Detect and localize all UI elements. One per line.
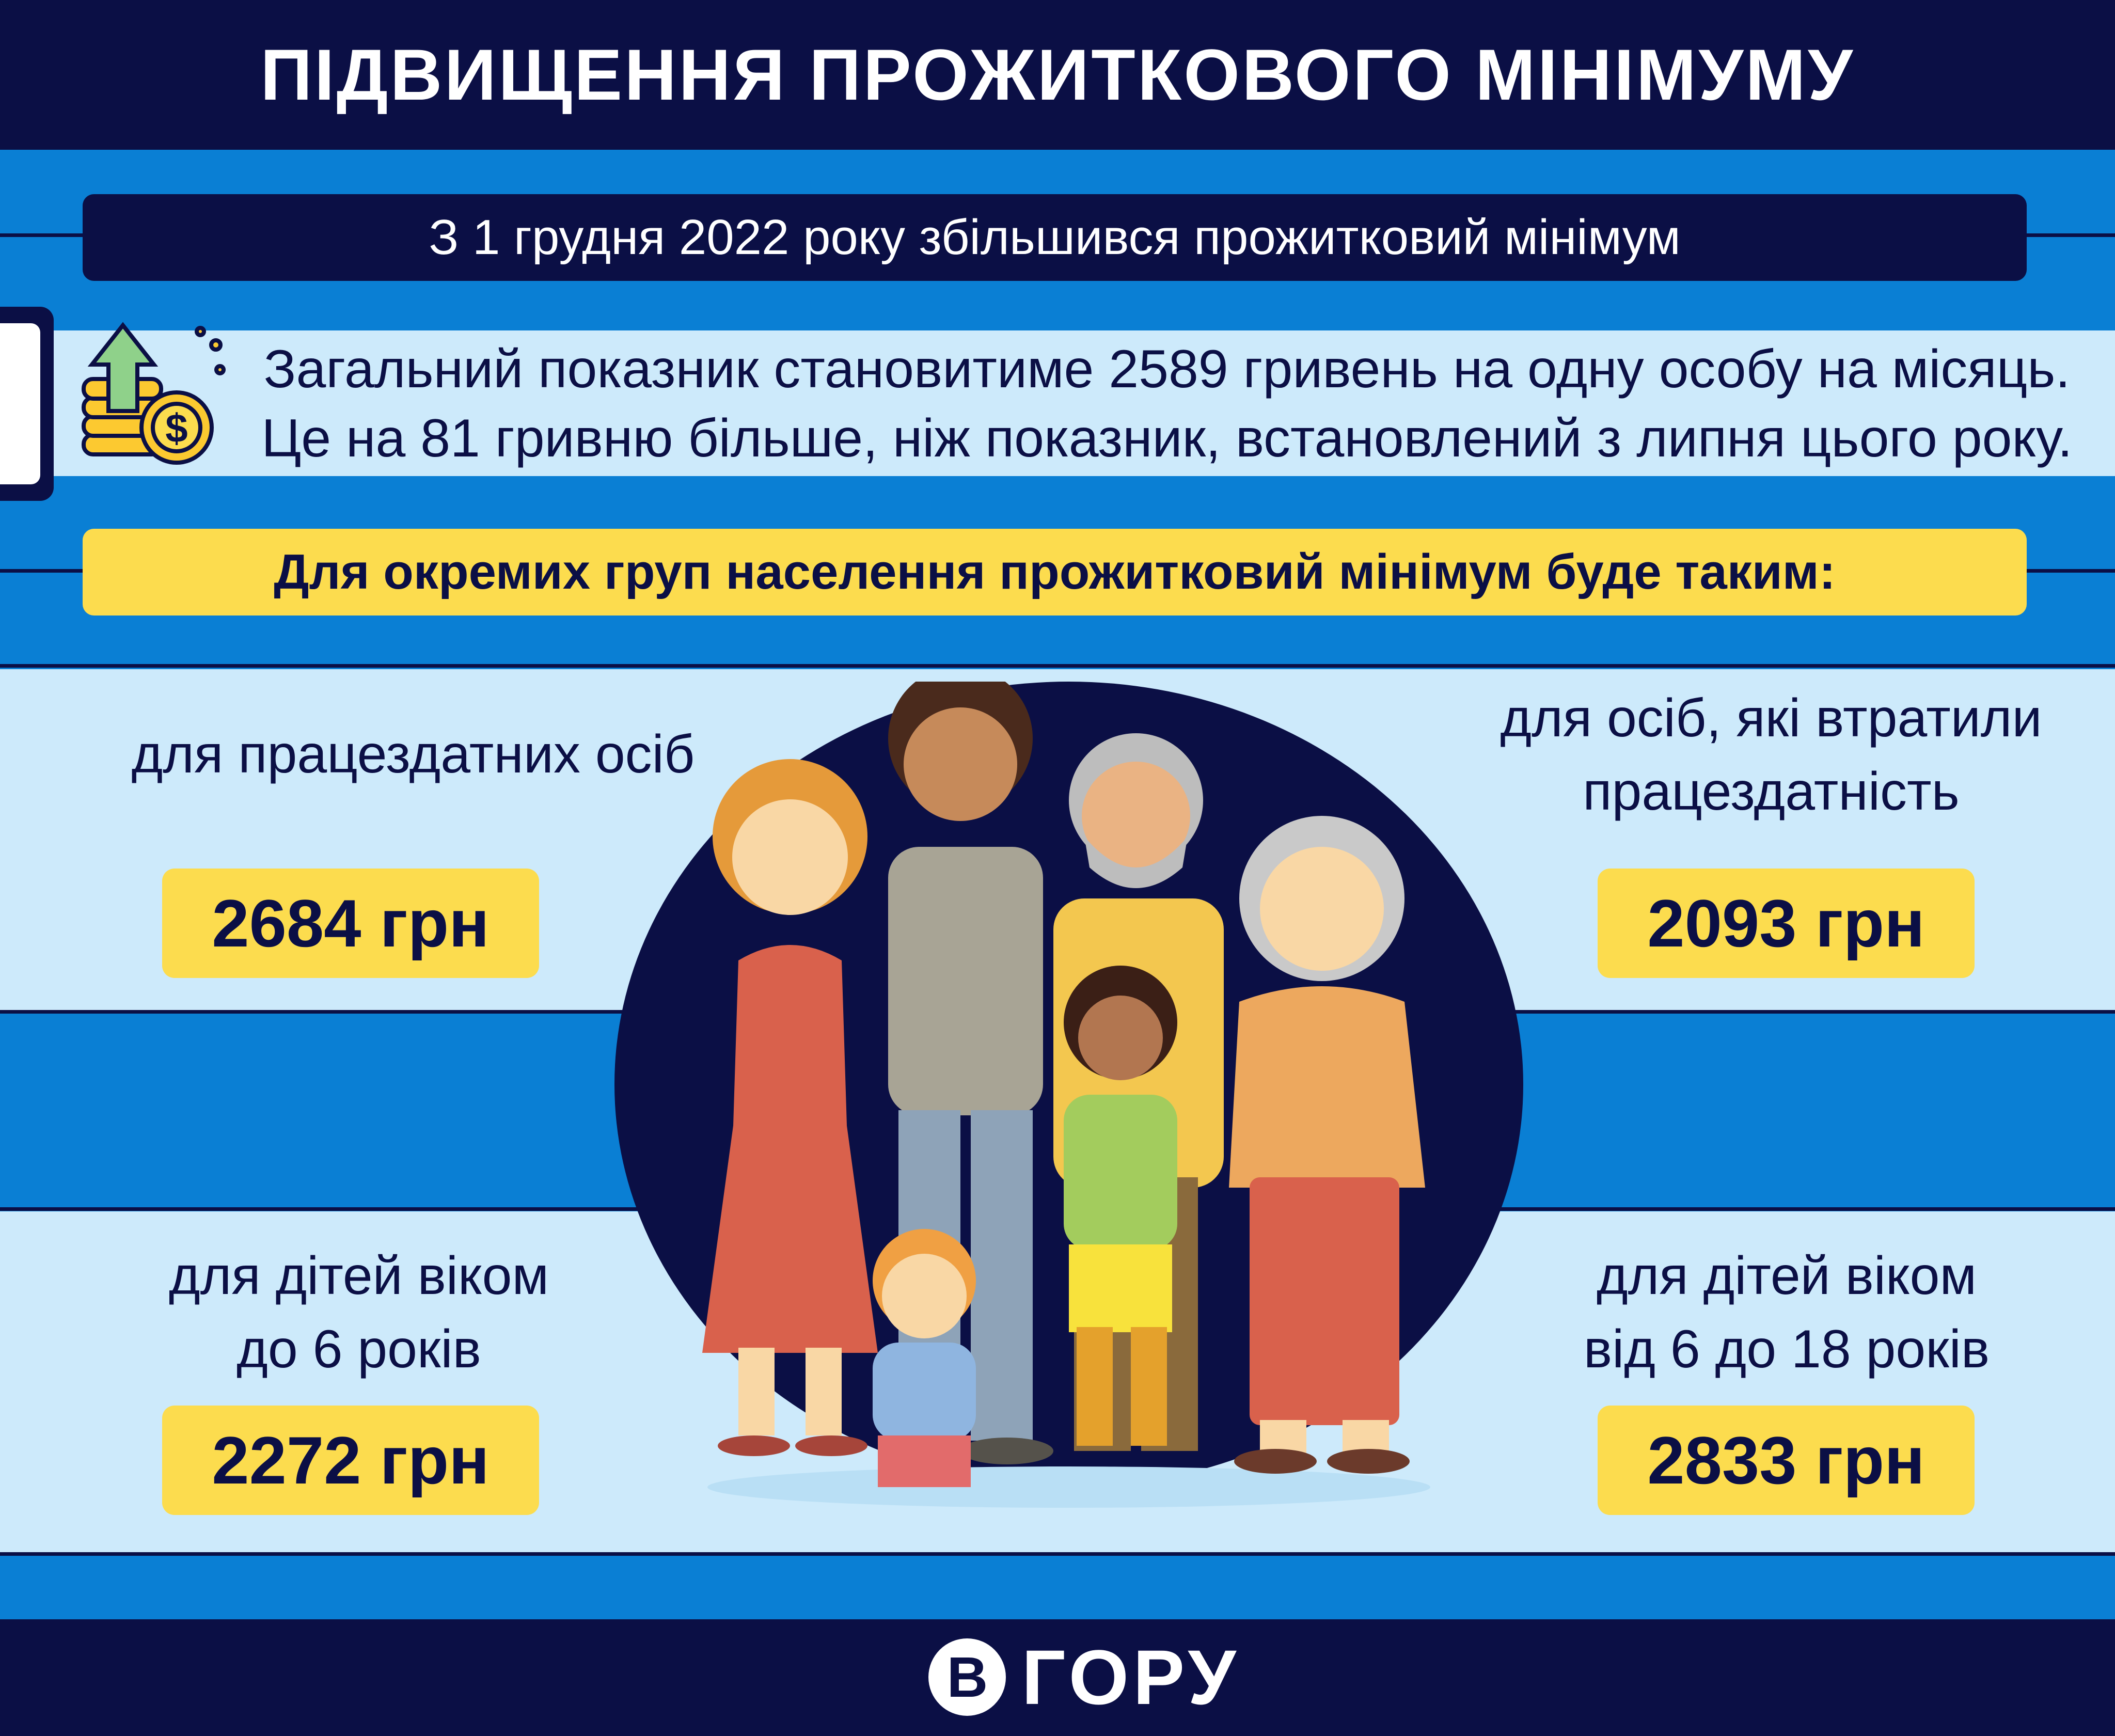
info-line-1: Загальний показник становитиме 2589 грив…: [263, 339, 2071, 399]
group-label-under6: для дітей віком до 6 років: [62, 1239, 656, 1386]
value-able: 2684 грн: [162, 869, 539, 978]
family-illustration: [614, 682, 1523, 1508]
group-label-under6-line1: для дітей віком: [168, 1246, 549, 1306]
info-line-2: Це на 81 гривню більше, ніж показник, вс…: [261, 408, 2073, 468]
group-label-teen-line2: від 6 до 18 років: [1583, 1319, 1990, 1379]
page-title: ПІДВИЩЕННЯ ПРОЖИТКОВОГО МІНІМУМУ: [0, 0, 2115, 150]
groups-banner: Для окремих груп населення прожитковий м…: [83, 529, 2027, 616]
grandma-figure: [1229, 816, 1425, 1474]
vgoru-logo: В ГОРУ: [888, 1634, 1281, 1721]
svg-text:$: $: [165, 405, 187, 451]
boy-figure: [873, 1229, 976, 1487]
footer: [0, 1619, 2115, 1736]
value-teen: 2833 грн: [1598, 1406, 1975, 1515]
logo-word: ГОРУ: [1021, 1633, 1240, 1721]
divider-line: [0, 664, 2115, 668]
info-band: [0, 330, 2115, 476]
coins-up-arrow-icon: $: [82, 322, 226, 465]
group-label-disabled-line1: для осіб, які втратили: [1500, 688, 2042, 748]
group-label-teen-line1: для дітей віком: [1596, 1246, 1977, 1306]
subtitle-banner: З 1 грудня 2022 року збільшився прожитко…: [83, 194, 2027, 281]
value-under6: 2272 грн: [162, 1406, 539, 1515]
girl-figure: [1064, 966, 1177, 1446]
info-bracket-inner: [0, 323, 40, 484]
mom-figure: [702, 759, 878, 1456]
group-label-disabled: для осіб, які втратили працездатність: [1435, 682, 2107, 828]
value-disabled: 2093 грн: [1598, 869, 1975, 978]
divider-line: [0, 1552, 2115, 1556]
info-text: Загальний показник становитиме 2589 грив…: [248, 336, 2086, 472]
group-label-under6-line2: до 6 років: [236, 1319, 481, 1379]
group-label-able: для працездатних осіб: [131, 724, 695, 784]
logo-circle: В: [928, 1638, 1006, 1716]
group-label-teen: для дітей віком від 6 до 18 років: [1477, 1239, 2096, 1386]
group-label-disabled-line2: працездатність: [1583, 762, 1960, 822]
